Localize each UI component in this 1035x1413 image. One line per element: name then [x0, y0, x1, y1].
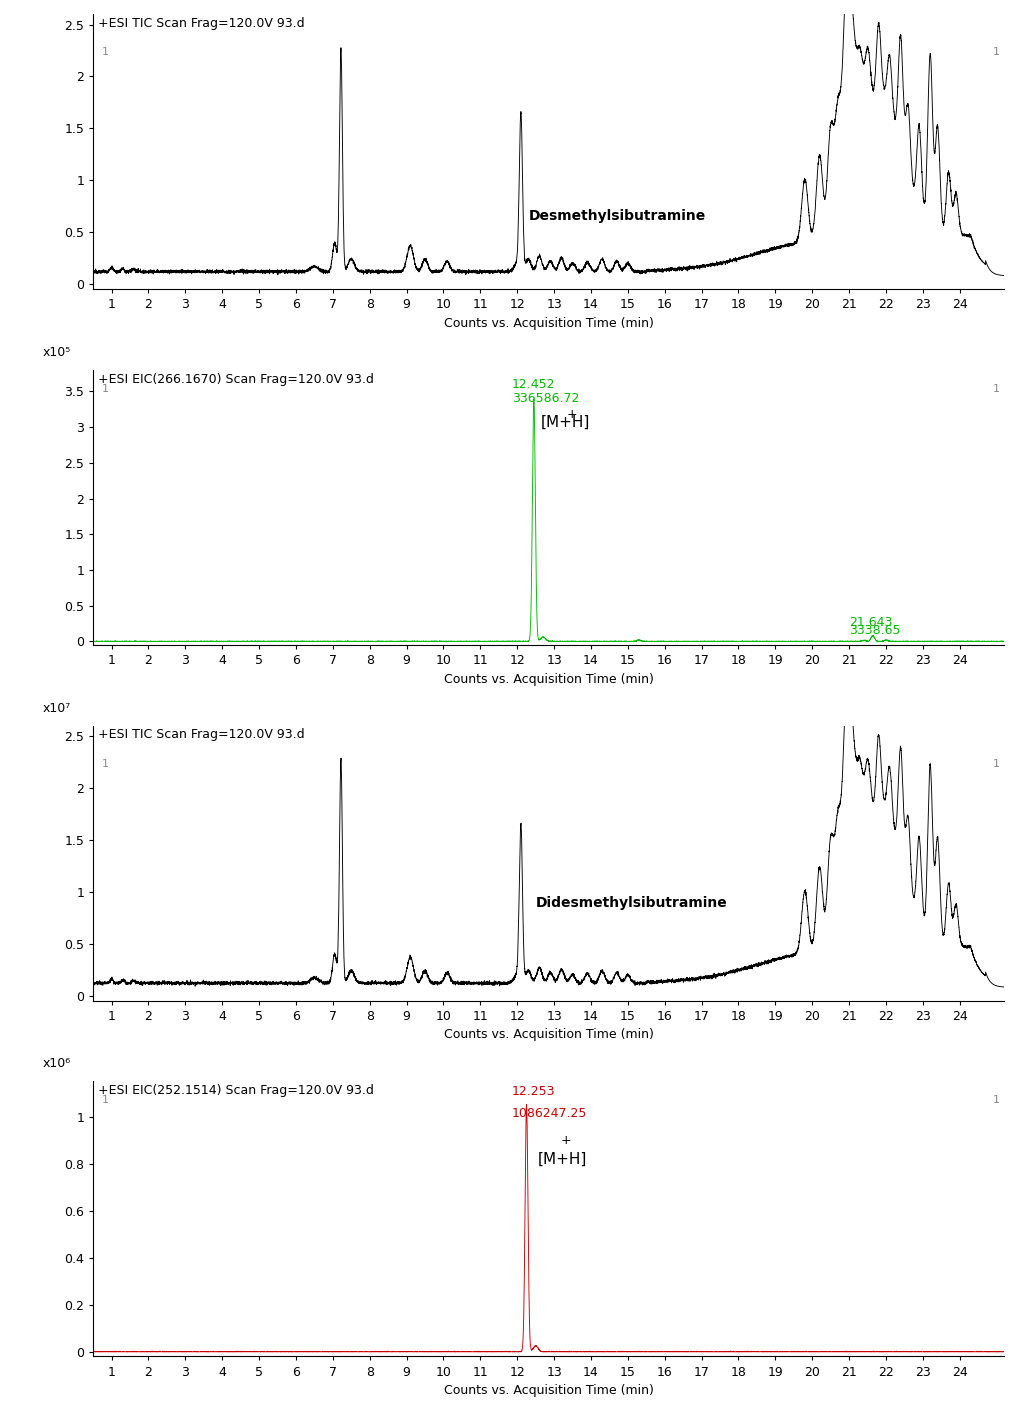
Text: 1: 1 — [993, 759, 1000, 769]
Text: 1: 1 — [993, 1095, 1000, 1105]
Text: 1: 1 — [993, 383, 1000, 394]
Text: Desmethylsibutramine: Desmethylsibutramine — [528, 209, 706, 223]
Text: 1: 1 — [102, 383, 110, 394]
Text: +: + — [561, 1135, 571, 1147]
Text: 3338.65: 3338.65 — [849, 625, 900, 637]
Text: 1: 1 — [102, 1095, 110, 1105]
Text: x10⁶: x10⁶ — [43, 1057, 71, 1070]
Text: 21.643: 21.643 — [849, 616, 892, 629]
Text: [M+H]: [M+H] — [541, 415, 591, 430]
Text: +: + — [566, 408, 576, 421]
Text: 1086247.25: 1086247.25 — [511, 1106, 587, 1119]
Text: 12.452: 12.452 — [511, 377, 555, 391]
X-axis label: Counts vs. Acquisition Time (min): Counts vs. Acquisition Time (min) — [444, 317, 653, 329]
X-axis label: Counts vs. Acquisition Time (min): Counts vs. Acquisition Time (min) — [444, 673, 653, 685]
Text: +ESI TIC Scan Frag=120.0V 93.d: +ESI TIC Scan Frag=120.0V 93.d — [97, 17, 304, 30]
Text: +ESI EIC(266.1670) Scan Frag=120.0V 93.d: +ESI EIC(266.1670) Scan Frag=120.0V 93.d — [97, 373, 374, 386]
Text: x10⁷: x10⁷ — [43, 0, 71, 3]
Text: 1: 1 — [102, 47, 110, 57]
Text: x10⁵: x10⁵ — [43, 346, 71, 359]
Text: x10⁷: x10⁷ — [43, 702, 71, 715]
Text: +ESI EIC(252.1514) Scan Frag=120.0V 93.d: +ESI EIC(252.1514) Scan Frag=120.0V 93.d — [97, 1084, 374, 1096]
X-axis label: Counts vs. Acquisition Time (min): Counts vs. Acquisition Time (min) — [444, 1385, 653, 1397]
Text: +ESI TIC Scan Frag=120.0V 93.d: +ESI TIC Scan Frag=120.0V 93.d — [97, 728, 304, 742]
X-axis label: Counts vs. Acquisition Time (min): Counts vs. Acquisition Time (min) — [444, 1029, 653, 1041]
Text: 1: 1 — [102, 759, 110, 769]
Text: Didesmethylsibutramine: Didesmethylsibutramine — [536, 896, 728, 910]
Text: 12.253: 12.253 — [511, 1085, 555, 1098]
Text: 1: 1 — [993, 47, 1000, 57]
Text: 336586.72: 336586.72 — [511, 391, 579, 406]
Text: [M+H]: [M+H] — [537, 1152, 587, 1167]
